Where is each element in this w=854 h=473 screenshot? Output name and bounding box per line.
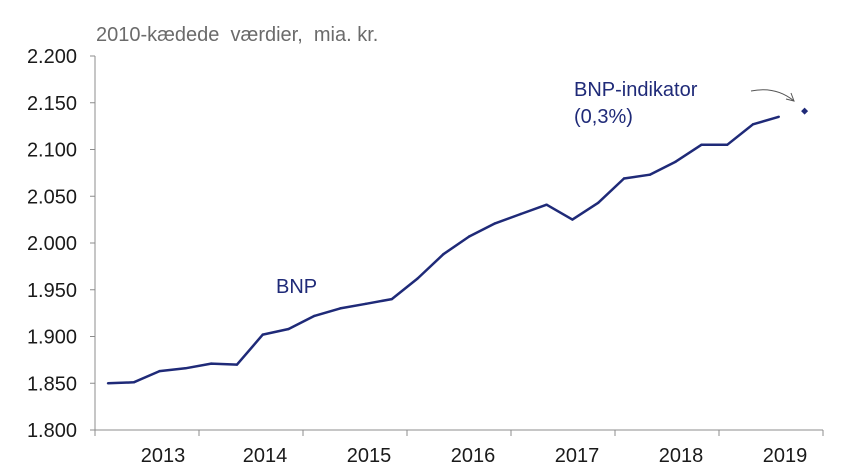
y-tick-label: 2.100: [27, 140, 77, 162]
annotation-arrow: [750, 89, 795, 102]
series-point-bnp: [106, 382, 110, 385]
series-point-bnp: [132, 381, 135, 384]
series-point-bnp: [648, 173, 651, 176]
series-point-bnp: [597, 201, 600, 204]
x-tick-label: 2016: [451, 445, 496, 467]
series-point-bnp: [622, 177, 626, 180]
series-point-bnp: [468, 235, 471, 238]
series-point-bnp: [571, 218, 574, 221]
series-point-bnp: [519, 212, 522, 216]
y-tick-label: 2.050: [27, 186, 77, 208]
y-axis-ticks: 2.200 2.150 2.100 2.050 2.000 1.950 1.900 1.850…: [27, 46, 95, 442]
x-tick-label: 2019: [763, 445, 808, 467]
series-point-bnp: [184, 367, 187, 370]
series-point-bnp: [158, 369, 161, 373]
series-point-bnp: [416, 277, 419, 280]
series-point-bnp: [261, 333, 264, 336]
x-tick-label: 2017: [555, 445, 600, 467]
y-tick-label: 2.000: [27, 233, 77, 255]
series-point-bnp: [751, 123, 755, 126]
series-label-bnp-indikator: BNP-indikator: [574, 79, 698, 101]
x-tick-label: 2015: [347, 445, 392, 467]
y-tick-label: 2.150: [27, 93, 77, 115]
series-point-bnp-indikator: [801, 107, 809, 115]
series-point-bnp: [210, 362, 213, 365]
series-point-bnp: [674, 160, 677, 163]
series-point-bnp: [364, 302, 368, 305]
series-point-bnp: [777, 115, 780, 119]
x-axis-ticks: 2013 2014 2015 2016 2017 2018 2019: [94, 430, 824, 467]
series-point-bnp: [313, 314, 316, 318]
series-point-bnp: [493, 222, 497, 225]
y-tick-label: 1.800: [27, 420, 77, 442]
series-line-bnp: [107, 115, 780, 385]
y-tick-label: 1.950: [27, 280, 77, 302]
series-point-bnp: [700, 143, 703, 146]
series-label-bnp-indikator-note: (0,3%): [574, 106, 633, 128]
y-tick-label: 2.200: [27, 46, 77, 68]
x-tick-label: 2013: [141, 445, 186, 467]
series-point-bnp: [545, 203, 548, 206]
annotation-arrowhead: [785, 92, 795, 102]
series-point-bnp: [287, 327, 290, 331]
y-tick-label: 1.850: [27, 373, 77, 395]
series-point-bnp: [235, 363, 239, 366]
plot-area: [106, 107, 809, 385]
series-point-bnp: [442, 253, 445, 256]
series-label-bnp: BNP: [276, 276, 317, 298]
y-tick-label: 1.900: [27, 327, 77, 349]
unit-label: 2010-kædede værdier, mia. kr.: [96, 24, 378, 46]
x-tick-label: 2018: [659, 445, 704, 467]
series-point-bnp: [339, 307, 342, 310]
x-tick-label: 2014: [243, 445, 288, 467]
series-point-bnp: [390, 297, 393, 301]
series-point-bnp: [726, 143, 729, 146]
